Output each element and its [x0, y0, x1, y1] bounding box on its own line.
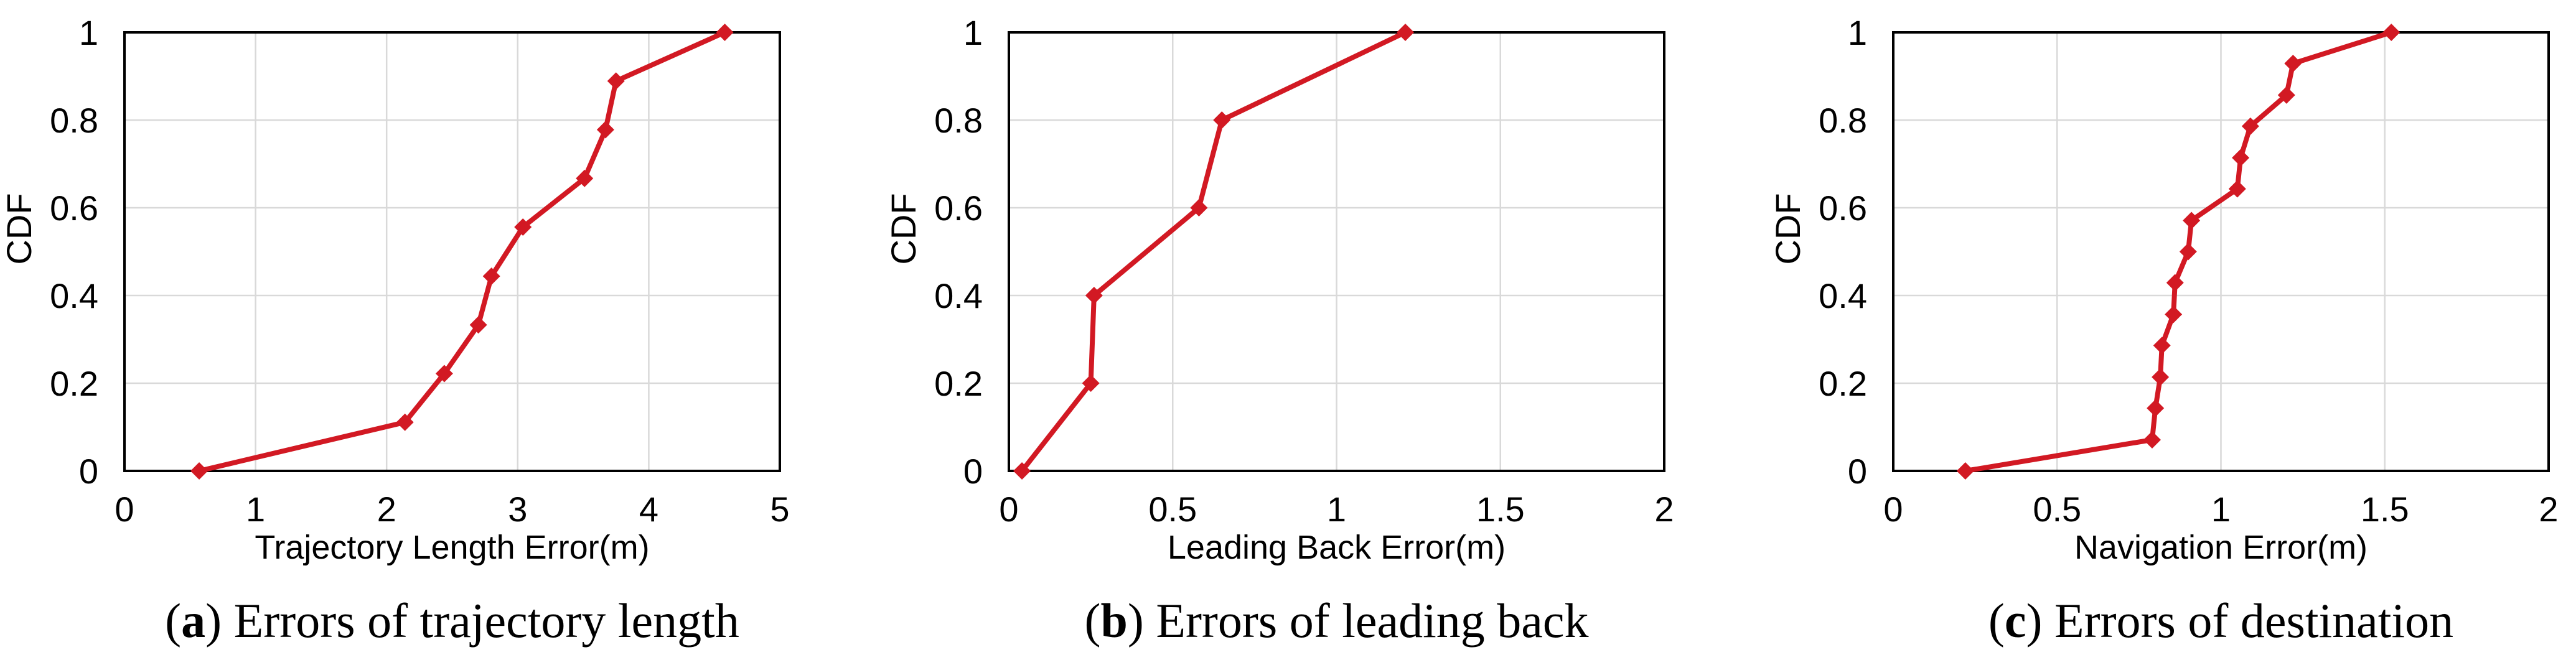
y-tick-label: 0.6	[50, 188, 98, 228]
data-point	[482, 267, 500, 285]
x-tick-label: 0	[115, 490, 134, 529]
panel-trajectory-length: 0 1 2 3 4 5 0 0.2 0.4 0.6 0.8 1 Trajectory Length Er…	[0, 0, 859, 670]
data-point	[1956, 462, 1974, 480]
x-tick-label: 1.5	[2361, 490, 2409, 529]
x-tick-label: 0	[1883, 490, 1903, 529]
data-point	[435, 365, 453, 383]
data-point	[1397, 24, 1415, 41]
caption-b: (b) Errors of leading back	[1009, 590, 1664, 664]
y-tick-label: 1	[79, 13, 98, 52]
cdf-line	[1965, 30, 2392, 473]
panel-navigation: 0 0.5 1 1.5 2 0 0.2 0.4 0.6 0.8 1 Navigation Error(…	[1718, 0, 2576, 670]
caption-a: (a) Errors of trajectory length	[124, 590, 780, 664]
y-tick-label: 0.2	[1819, 364, 1867, 403]
data-point	[1085, 287, 1103, 304]
x-tick-label: 0.5	[2033, 490, 2081, 529]
y-tick-label: 1	[963, 13, 983, 52]
x-tick-label: 0	[999, 490, 1018, 529]
data-point	[2382, 24, 2400, 41]
data-point	[2143, 430, 2161, 449]
data-point	[514, 218, 532, 236]
y-tick-label: 0	[963, 452, 983, 491]
y-tick-label: 0.8	[50, 101, 98, 140]
cdf-line	[199, 30, 726, 473]
data-point	[190, 462, 208, 480]
plot-border	[123, 31, 781, 472]
caption-paren-open: (	[1988, 593, 2005, 648]
data-point	[2241, 117, 2259, 135]
data-point	[2228, 180, 2246, 198]
data-point	[2166, 274, 2184, 292]
x-tick-label: 0.5	[1148, 490, 1197, 529]
cdf-line	[1019, 30, 1407, 473]
x-tick-label: 5	[770, 490, 789, 529]
caption-paren-close: )	[1127, 593, 1144, 648]
y-tick-label: 0	[79, 452, 98, 491]
plot-border	[1892, 31, 2550, 472]
data-point	[1013, 462, 1031, 480]
data-point	[607, 72, 625, 90]
data-point	[576, 169, 594, 187]
data-point	[2165, 305, 2183, 323]
x-tick-label: 1	[1327, 490, 1346, 529]
data-point	[1213, 111, 1231, 129]
y-tick-label: 0	[1848, 452, 1867, 491]
caption-letter: c	[2004, 593, 2026, 648]
x-tick-label: 4	[639, 490, 658, 529]
caption-paren-close: )	[2026, 593, 2043, 648]
x-tick-label: 2	[1654, 490, 1674, 529]
caption-letter: b	[1100, 593, 1128, 648]
caption-text: Errors of leading back	[1143, 593, 1589, 648]
data-point	[2277, 86, 2295, 104]
y-tick-label: 0.2	[934, 364, 983, 403]
data-point	[1190, 199, 1208, 216]
x-tick-label: 1	[2211, 490, 2231, 529]
y-tick-label: 0.8	[1819, 101, 1867, 140]
data-point	[2183, 212, 2201, 230]
plot-border	[1008, 31, 1665, 472]
x-tick-label: 3	[508, 490, 527, 529]
data-point	[2232, 149, 2250, 167]
data-point	[716, 24, 734, 41]
caption-paren-open: (	[165, 593, 182, 648]
data-point	[596, 121, 614, 139]
panel-leading-back: 0 0.5 1 1.5 2 0 0.2 0.4 0.6 0.8 1 Leading Back Erro…	[859, 0, 1718, 670]
x-tick-label: 2	[377, 490, 396, 529]
caption-paren-close: )	[205, 593, 222, 648]
x-tick-label: 2	[2539, 490, 2558, 529]
caption-paren-open: (	[1084, 593, 1101, 648]
caption-text: Errors of trajectory length	[222, 593, 739, 648]
y-tick-label: 0.4	[50, 276, 98, 315]
data-point	[2153, 337, 2171, 355]
y-tick-label: 0.6	[1819, 188, 1867, 228]
x-tick-label: 1	[246, 490, 265, 529]
x-axis-title: Leading Back Error(m)	[1168, 529, 1506, 566]
data-point	[2179, 243, 2197, 261]
data-point	[396, 413, 414, 431]
x-axis-title: Navigation Error(m)	[2074, 529, 2368, 566]
y-tick-label: 0.2	[50, 364, 98, 403]
caption-c: (c) Errors of destination	[1893, 590, 2549, 664]
data-point	[1082, 375, 1100, 392]
y-axis-title: CDF	[1768, 193, 1807, 264]
x-axis-title: Trajectory Length Error(m)	[255, 529, 649, 566]
y-axis-title: CDF	[0, 193, 39, 264]
caption-text: Errors of destination	[2042, 593, 2454, 648]
x-tick-label: 1.5	[1476, 490, 1525, 529]
y-tick-label: 0.4	[934, 276, 983, 315]
caption-letter: a	[181, 593, 206, 648]
data-point	[2147, 399, 2165, 417]
y-tick-label: 0.4	[1819, 276, 1867, 315]
data-point	[2152, 368, 2170, 386]
data-point	[2284, 55, 2302, 73]
y-tick-label: 0.6	[934, 188, 983, 228]
y-axis-title: CDF	[884, 193, 923, 264]
y-tick-label: 1	[1848, 13, 1867, 52]
y-tick-label: 0.8	[934, 101, 983, 140]
data-point	[469, 316, 487, 334]
